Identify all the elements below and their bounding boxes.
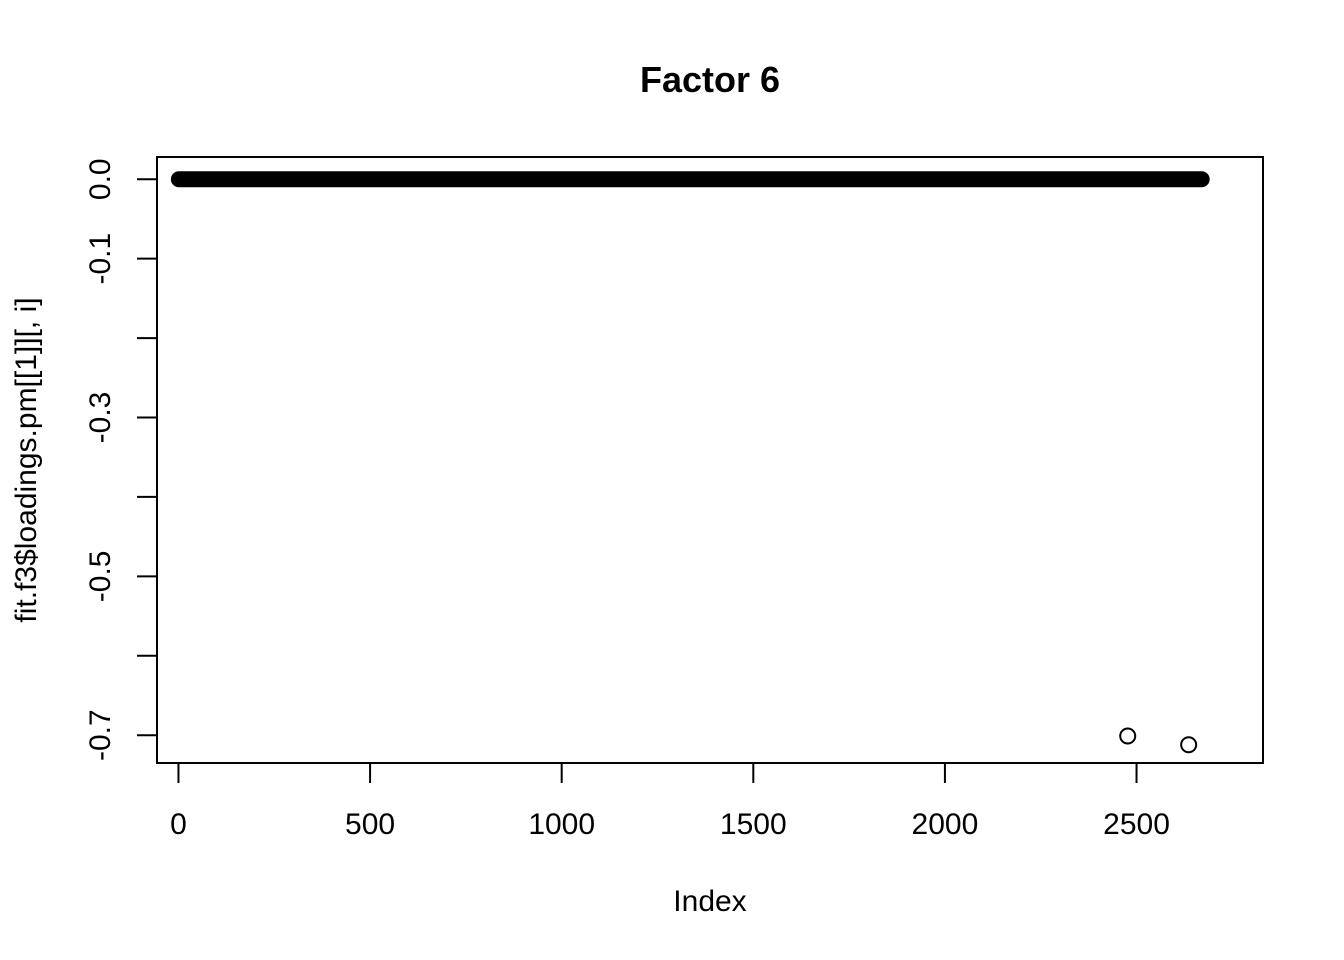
x-tick-label: 500 — [345, 808, 395, 841]
y-axis: 0.0 -0.1 -0.3 -0.5 -0.7 — [84, 158, 158, 761]
y-tick-label: -0.5 — [84, 551, 117, 603]
data-point — [1119, 727, 1137, 745]
plot-frame — [156, 156, 1264, 764]
y-axis-label: fit.f3$loadings.pm[[1]][, i] — [10, 297, 43, 622]
y-tick-label: 0.0 — [84, 158, 117, 200]
x-tick-label: 2000 — [912, 808, 979, 841]
x-tick-label: 2500 — [1103, 808, 1170, 841]
x-axis: 0 500 1000 1500 2000 2500 — [170, 762, 1170, 841]
data-points — [170, 171, 1210, 754]
chart-title: Factor 6 — [640, 59, 780, 100]
data-point — [1180, 736, 1198, 754]
x-tick-label: 1500 — [720, 808, 787, 841]
x-tick-label: 0 — [170, 808, 187, 841]
x-tick-label: 1000 — [528, 808, 595, 841]
y-tick-label: -0.7 — [84, 709, 117, 761]
y-tick-label: -0.3 — [84, 392, 117, 444]
x-axis-label: Index — [673, 885, 746, 918]
y-tick-label: -0.1 — [84, 233, 117, 285]
